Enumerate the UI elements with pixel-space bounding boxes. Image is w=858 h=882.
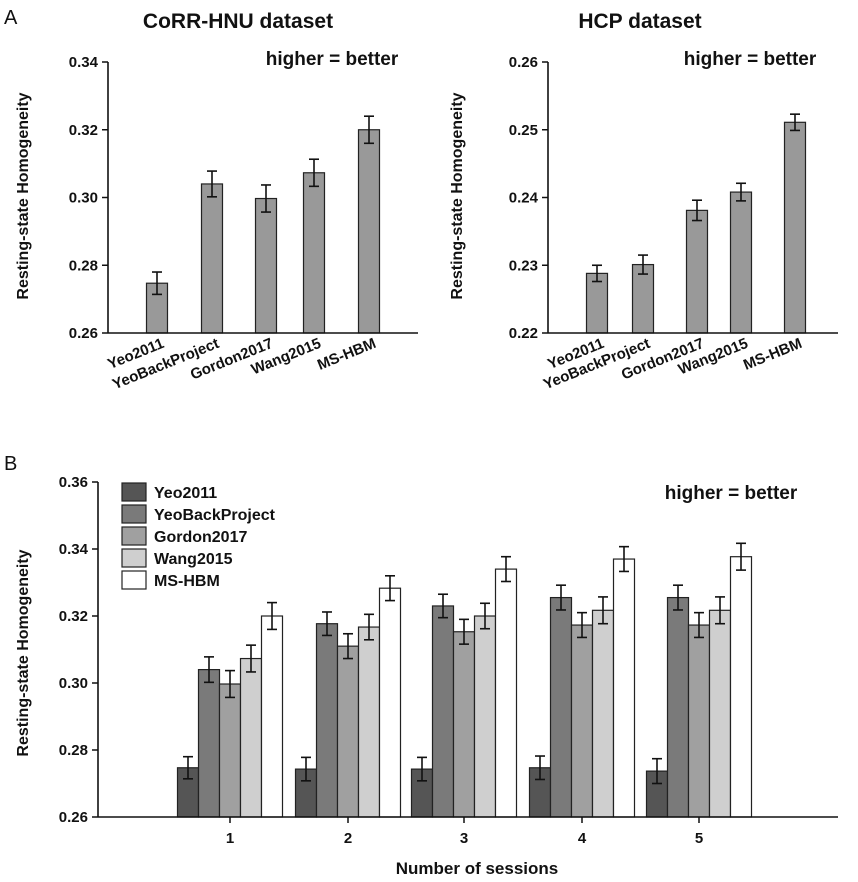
legend-label-3: Wang2015 [154, 551, 233, 568]
panel-letter-a: A [4, 7, 18, 29]
sessions-category-label-4: 5 [695, 830, 703, 847]
y-axis-label-corr-hnu: Resting-state Homogeneity [15, 92, 32, 299]
sessions-bar-3-1 [549, 596, 573, 818]
chart-hcp: HCP dataset higher = better Resting-stat… [449, 10, 838, 393]
sessions-category-label-0: 1 [226, 830, 234, 847]
sessions-category-label-2: 3 [460, 830, 468, 847]
chart-title-hcp: HCP dataset [578, 10, 701, 33]
axes-hcp [547, 62, 838, 334]
corr-hnu-bar-3 [302, 172, 326, 334]
chart-sessions: B higher = better Resting-state Homogene… [4, 453, 838, 878]
legend-label-2: Gordon2017 [154, 529, 247, 546]
category-labels-corr-hnu: Yeo2011YeoBackProjectGordon2017Wang2015M… [105, 335, 378, 393]
hcp-ytick-label-3: 0.25 [509, 122, 538, 139]
legend-sessions: Yeo2011 YeoBackProject Gordon2017 Wang2015 M… [121, 482, 276, 590]
sessions-bar-0-1 [197, 668, 221, 818]
legend-swatch-1 [121, 504, 147, 524]
hcp-ytick-label-2: 0.24 [509, 190, 539, 207]
sessions-bar-3-4 [612, 558, 636, 818]
hcp-bar-2 [685, 209, 709, 334]
annotation-higher-better-a1: higher = better [266, 49, 399, 70]
sessions-bar-0-4 [260, 615, 284, 818]
legend-label-0: Yeo2011 [154, 485, 217, 502]
axes-sessions [97, 482, 838, 818]
sessions-ytick-label-0: 0.26 [59, 809, 88, 826]
sessions-bar-2-1 [431, 605, 455, 818]
legend-swatch-2 [121, 526, 147, 546]
hcp-category-label-4: MS-HBM [741, 335, 805, 374]
sessions-ytick-label-5: 0.36 [59, 474, 88, 491]
sessions-bar-1-3 [357, 626, 381, 818]
sessions-bar-4-3 [708, 609, 732, 818]
sessions-bar-0-3 [239, 657, 263, 818]
panel-letter-b: B [4, 453, 17, 475]
y-ticks-corr-hnu: 0.26 0.28 0.30 0.32 0.34 [69, 54, 108, 342]
corr-hnu-category-label-4: MS-HBM [315, 335, 379, 374]
legend-swatch-4 [121, 570, 147, 590]
sessions-bar-4-2 [687, 624, 711, 818]
hcp-ytick-label-0: 0.22 [509, 325, 538, 342]
corr-hnu-ytick-label-2: 0.30 [69, 190, 98, 207]
corr-hnu-ytick-label-4: 0.34 [69, 54, 99, 71]
sessions-ytick-label-1: 0.28 [59, 742, 88, 759]
corr-hnu-ytick-label-3: 0.32 [69, 122, 98, 139]
corr-hnu-ytick-label-1: 0.28 [69, 257, 98, 274]
corr-hnu-bar-1 [200, 183, 224, 334]
axes-corr-hnu [107, 62, 418, 334]
y-ticks-sessions: 0.26 0.28 0.30 0.32 0.34 0.36 [59, 474, 98, 826]
sessions-bar-3-2 [570, 624, 594, 818]
sessions-bar-4-1 [666, 596, 690, 818]
corr-hnu-bar-4 [357, 129, 381, 334]
hcp-bar-3 [729, 191, 753, 334]
category-labels-hcp: Yeo2011YeoBackProjectGordon2017Wang2015M… [541, 335, 805, 393]
legend-label-4: MS-HBM [154, 573, 220, 590]
corr-hnu-bar-2 [254, 197, 278, 334]
hcp-bar-4 [783, 121, 807, 334]
chart-title-corr-hnu: CoRR-HNU dataset [143, 10, 333, 33]
sessions-bar-0-2 [218, 683, 242, 818]
legend-swatch-0 [121, 482, 147, 502]
sessions-bar-2-4 [494, 568, 518, 818]
bars-corr-hnu [145, 115, 381, 334]
sessions-bar-3-3 [591, 609, 615, 818]
corr-hnu-ytick-label-0: 0.26 [69, 325, 98, 342]
legend-label-1: YeoBackProject [154, 507, 276, 524]
sessions-category-label-1: 2 [344, 830, 352, 847]
sessions-bar-2-2 [452, 631, 476, 818]
annotation-higher-better-b: higher = better [665, 483, 798, 504]
sessions-bar-1-4 [378, 587, 402, 818]
bars-sessions [176, 542, 753, 818]
sessions-bar-1-1 [315, 623, 339, 818]
sessions-ytick-label-4: 0.34 [59, 541, 89, 558]
y-axis-label-hcp: Resting-state Homogeneity [449, 92, 466, 299]
hcp-ytick-label-1: 0.23 [509, 257, 538, 274]
bars-hcp [585, 113, 807, 334]
y-axis-label-sessions: Resting-state Homogeneity [15, 549, 32, 756]
sessions-bar-2-3 [473, 615, 497, 818]
annotation-higher-better-a2: higher = better [684, 49, 817, 70]
y-ticks-hcp: 0.22 0.23 0.24 0.25 0.26 [509, 54, 548, 342]
sessions-category-label-3: 4 [578, 830, 587, 847]
legend-swatch-3 [121, 548, 147, 568]
sessions-ytick-label-3: 0.32 [59, 608, 88, 625]
category-labels-sessions: 1 2 3 4 5 [226, 817, 703, 847]
hcp-bar-0 [585, 272, 609, 334]
sessions-ytick-label-2: 0.30 [59, 675, 88, 692]
chart-corr-hnu: A CoRR-HNU dataset higher = better Resti… [4, 7, 418, 393]
hcp-ytick-label-4: 0.26 [509, 54, 538, 71]
sessions-bar-1-2 [336, 645, 360, 818]
x-axis-label-sessions: Number of sessions [396, 859, 559, 878]
sessions-bar-4-4 [729, 556, 753, 818]
